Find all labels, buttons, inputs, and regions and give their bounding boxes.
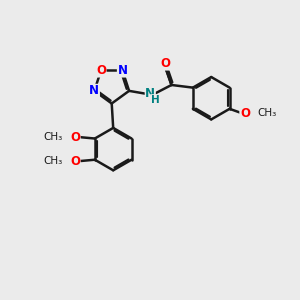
Text: N: N: [145, 87, 155, 100]
Text: N: N: [118, 64, 128, 77]
Text: O: O: [96, 64, 106, 77]
Text: H: H: [151, 95, 159, 105]
Text: CH₃: CH₃: [257, 108, 277, 118]
Text: N: N: [89, 84, 99, 98]
Text: CH₃: CH₃: [43, 132, 62, 142]
Text: O: O: [160, 57, 171, 70]
Text: O: O: [70, 155, 80, 168]
Text: CH₃: CH₃: [43, 156, 62, 166]
Text: O: O: [240, 107, 250, 120]
Text: O: O: [70, 130, 80, 143]
